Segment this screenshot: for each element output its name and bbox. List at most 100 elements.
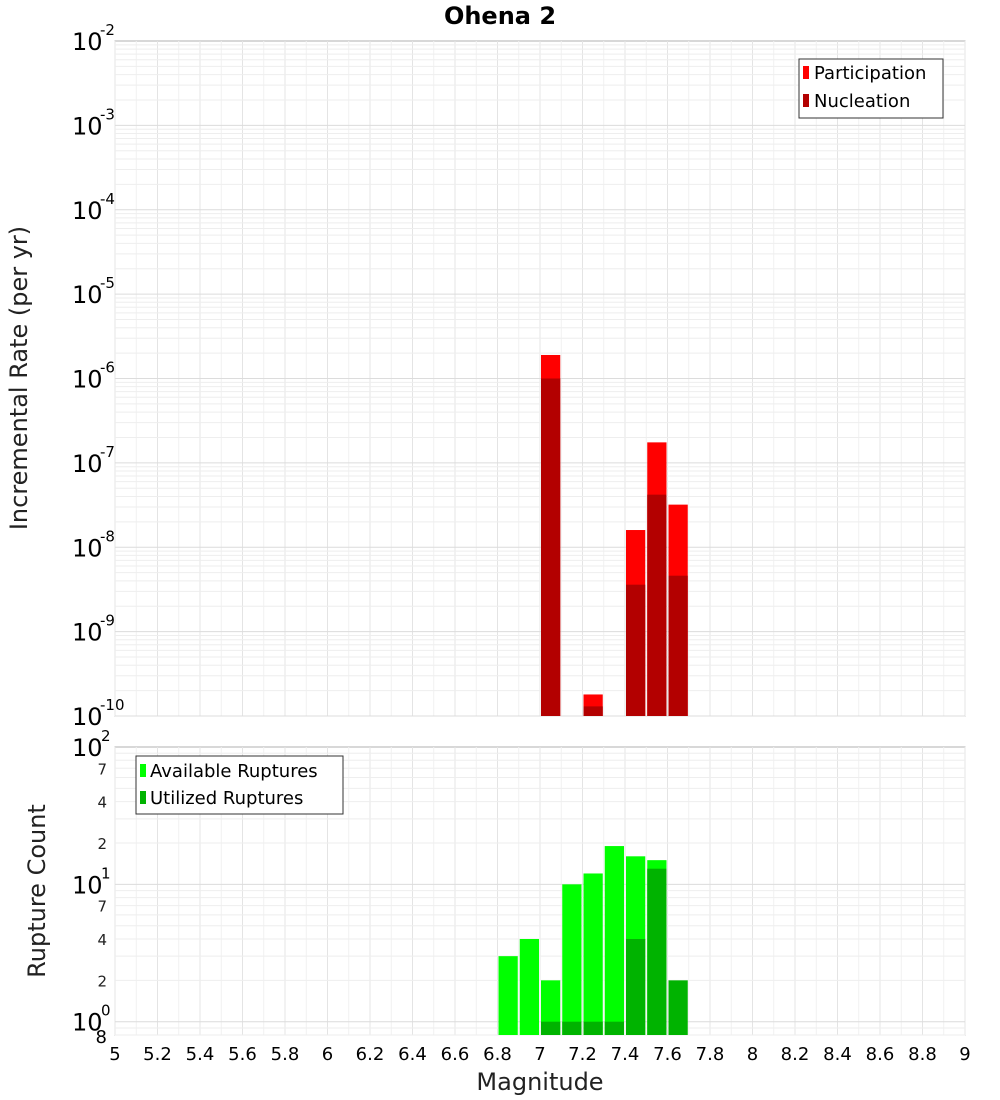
available-bar <box>604 846 624 1035</box>
rate-y-tick-label: 10-5 <box>72 274 115 309</box>
available-bar <box>562 884 582 1035</box>
magnitude-x-tick-label: 7.6 <box>653 1044 682 1065</box>
magnitude-x-tick-label: 5.8 <box>271 1044 300 1065</box>
magnitude-x-tick-label: 7.4 <box>611 1044 640 1065</box>
magnitude-x-tick-label: 9 <box>959 1044 970 1065</box>
utilized-bar <box>562 1021 582 1035</box>
nucleation-bar <box>647 494 667 716</box>
utilized-legend-swatch <box>140 791 146 804</box>
available-legend-label: Available Ruptures <box>150 761 318 782</box>
rate-y-tick-power: -10 <box>100 696 125 714</box>
rate-y-tick-label: 10-6 <box>72 359 115 394</box>
rate-y-axis-label: Incremental Rate (per yr) <box>5 226 33 530</box>
rate-y-tick-base: 10 <box>72 619 103 647</box>
rate-y-tick-base: 10 <box>72 281 103 309</box>
x-axis-label: Magnitude <box>476 1068 603 1096</box>
magnitude-x-tick-label: 7 <box>534 1044 545 1065</box>
magnitude-x-tick-label: 6.4 <box>398 1044 427 1065</box>
count-y-tick-power: 2 <box>101 727 111 745</box>
magnitude-x-tick-label: 8.6 <box>866 1044 895 1065</box>
rate-legend-box <box>798 58 944 119</box>
count-y-tick-base: 10 <box>72 871 103 899</box>
count-y-tick-label: 101 <box>72 864 111 899</box>
rate-y-tick-label: 10-3 <box>72 105 115 140</box>
magnitude-x-ticks: 5 5.2 5.4 5.6 5.8 6 6.2 6.4 6.6 6.8 7 7.2 7.4 7.6 7.8 8… <box>109 1044 970 1065</box>
count-y-tick-base: 10 <box>72 1009 103 1037</box>
utilized-bar <box>541 1021 561 1035</box>
rate-y-tick-base: 10 <box>72 450 103 478</box>
rate-y-tick-label: 10-2 <box>72 21 115 56</box>
rate-y-tick-base: 10 <box>72 703 103 731</box>
available-bar <box>498 956 518 1035</box>
count-legend-box <box>135 755 344 815</box>
magnitude-x-tick-label: 8 <box>747 1044 758 1065</box>
rate-y-tick-base: 10 <box>72 197 103 225</box>
nucleation-bar <box>668 575 688 716</box>
available-bar <box>519 939 539 1035</box>
nucleation-bar <box>583 706 603 716</box>
utilized-bar <box>583 1021 603 1035</box>
available-bar <box>541 980 561 1035</box>
magnitude-x-tick-label: 7.8 <box>696 1044 725 1065</box>
count-y-minor-tick-label: 2 <box>97 835 107 853</box>
magnitude-x-tick-label: 8.2 <box>781 1044 810 1065</box>
rate-y-tick-base: 10 <box>72 366 103 394</box>
utilized-bar <box>647 868 667 1035</box>
magnitude-x-tick-label: 8.8 <box>908 1044 937 1065</box>
count-grid <box>114 747 966 1036</box>
count-y-minor-tick-label: 7 <box>97 898 107 916</box>
participation-legend-swatch <box>803 66 809 79</box>
count-y-tick-label: 100 <box>72 1002 111 1037</box>
utilized-bar <box>604 1021 624 1035</box>
rate-y-tick-base: 10 <box>72 534 103 562</box>
rate-y-tick-power: -3 <box>100 105 115 123</box>
chart-title: Ohena 2 <box>444 2 556 30</box>
count-y-minor-tick-label: 7 <box>97 760 107 778</box>
magnitude-x-tick-label: 6 <box>322 1044 333 1065</box>
magnitude-x-tick-label: 8.4 <box>823 1044 852 1065</box>
rate-bars <box>541 354 688 716</box>
magnitude-x-tick-label: 6.8 <box>483 1044 512 1065</box>
available-legend-swatch <box>140 764 146 777</box>
rate-grid <box>114 41 966 717</box>
count-y-minor-tick-label: 8 <box>96 1027 107 1048</box>
count-legend: Available Ruptures Utilized Ruptures <box>135 755 344 815</box>
rate-y-tick-base: 10 <box>72 112 103 140</box>
count-y-tick-label: 102 <box>72 727 111 762</box>
nucleation-bar <box>541 378 561 716</box>
rate-y-tick-power: -5 <box>100 274 115 292</box>
count-y-minor-tick-label: 4 <box>97 931 107 949</box>
rate-y-tick-label: 10-9 <box>72 612 115 647</box>
rate-y-tick-label: 10-4 <box>72 190 115 225</box>
magnitude-x-tick-label: 5 <box>109 1044 120 1065</box>
count-y-tick-power: 1 <box>101 864 111 882</box>
rate-legend: Participation Nucleation <box>798 58 944 119</box>
magnitude-x-tick-label: 5.2 <box>143 1044 172 1065</box>
participation-legend-label: Participation <box>814 63 926 84</box>
magnitude-x-tick-label: 6.6 <box>441 1044 470 1065</box>
rate-y-tick-base: 10 <box>72 28 103 56</box>
nucleation-legend-label: Nucleation <box>814 91 910 112</box>
nucleation-bar <box>626 584 646 716</box>
rate-y-tick-power: -7 <box>100 443 115 461</box>
rate-y-tick-label: 10-10 <box>72 696 125 731</box>
rate-y-tick-power: -2 <box>100 21 115 39</box>
rate-y-tick-power: -8 <box>100 527 115 545</box>
count-y-minor-tick-label: 2 <box>97 972 107 990</box>
magnitude-x-tick-label: 7.2 <box>568 1044 597 1065</box>
count-y-minor-tick-label: 4 <box>97 794 107 812</box>
rate-y-tick-power: -9 <box>100 612 115 630</box>
utilized-legend-label: Utilized Ruptures <box>150 788 303 809</box>
magnitude-x-tick-label: 6.2 <box>356 1044 385 1065</box>
rate-y-tick-power: -4 <box>100 190 115 208</box>
rate-y-tick-label: 10-8 <box>72 527 115 562</box>
magnitude-x-tick-label: 5.6 <box>228 1044 257 1065</box>
rate-y-tick-power: -6 <box>100 359 115 377</box>
count-y-tick-power: 0 <box>101 1002 111 1020</box>
utilized-bar <box>668 980 688 1035</box>
count-y-axis-label: Rupture Count <box>23 804 51 978</box>
available-bar <box>583 873 603 1035</box>
rate-panel: 10-210-310-410-510-610-710-810-910-10 In… <box>5 21 966 731</box>
nucleation-legend-swatch <box>803 94 809 107</box>
